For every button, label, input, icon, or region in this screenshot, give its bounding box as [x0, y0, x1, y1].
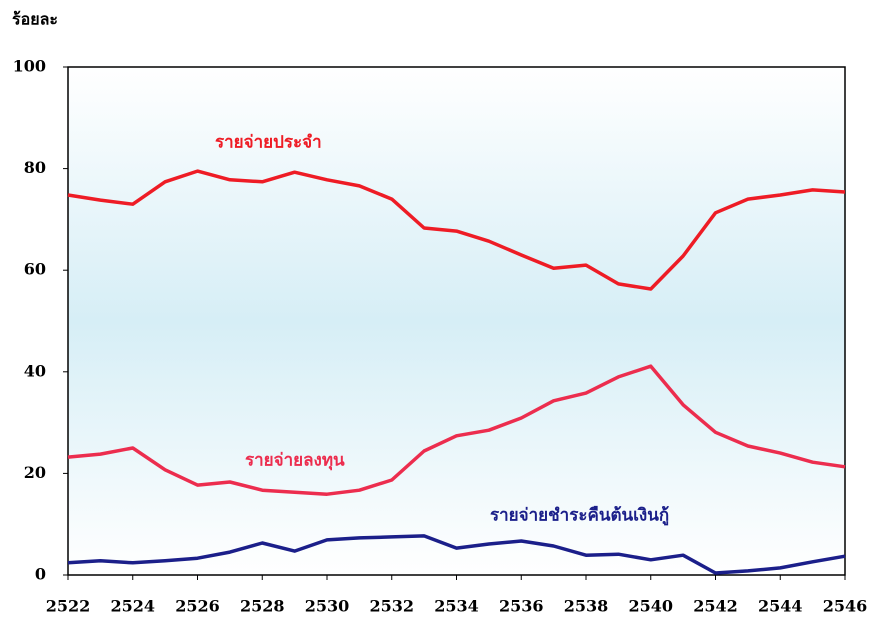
y-tick-label: 100 [13, 57, 46, 76]
y-tick-label: 20 [24, 463, 46, 482]
x-tick-label: 2534 [434, 597, 479, 616]
x-tick-label: 2526 [175, 597, 220, 616]
series-label: รายจ่ายลงทุน [245, 451, 345, 471]
x-tick-label: 2546 [823, 597, 868, 616]
series-line [67, 364, 846, 496]
x-tick-label: 2538 [564, 597, 609, 616]
series-line [67, 169, 846, 291]
x-tick-label: 2542 [693, 597, 738, 616]
x-tick-label: 2524 [110, 597, 155, 616]
y-tick-label: 60 [24, 260, 46, 279]
y-tick-label: 0 [35, 565, 46, 584]
plot-area [67, 66, 846, 576]
series-label: รายจ่ายชำระคืนต้นเงินกู้ [490, 505, 669, 527]
x-tick-label: 2536 [499, 597, 544, 616]
y-axis-label: ร้อยละ [12, 10, 58, 29]
x-tick-label: 2540 [628, 597, 673, 616]
series-label: รายจ่ายประจำ [215, 133, 322, 153]
x-tick-label: 2530 [305, 597, 350, 616]
x-tick-label: 2528 [240, 597, 285, 616]
x-tick-label: 2522 [46, 597, 91, 616]
x-tick-label: 2532 [369, 597, 414, 616]
series-line [67, 534, 846, 575]
y-tick-label: 80 [24, 158, 46, 177]
x-tick-label: 2544 [758, 597, 803, 616]
y-tick-label: 40 [24, 361, 46, 380]
